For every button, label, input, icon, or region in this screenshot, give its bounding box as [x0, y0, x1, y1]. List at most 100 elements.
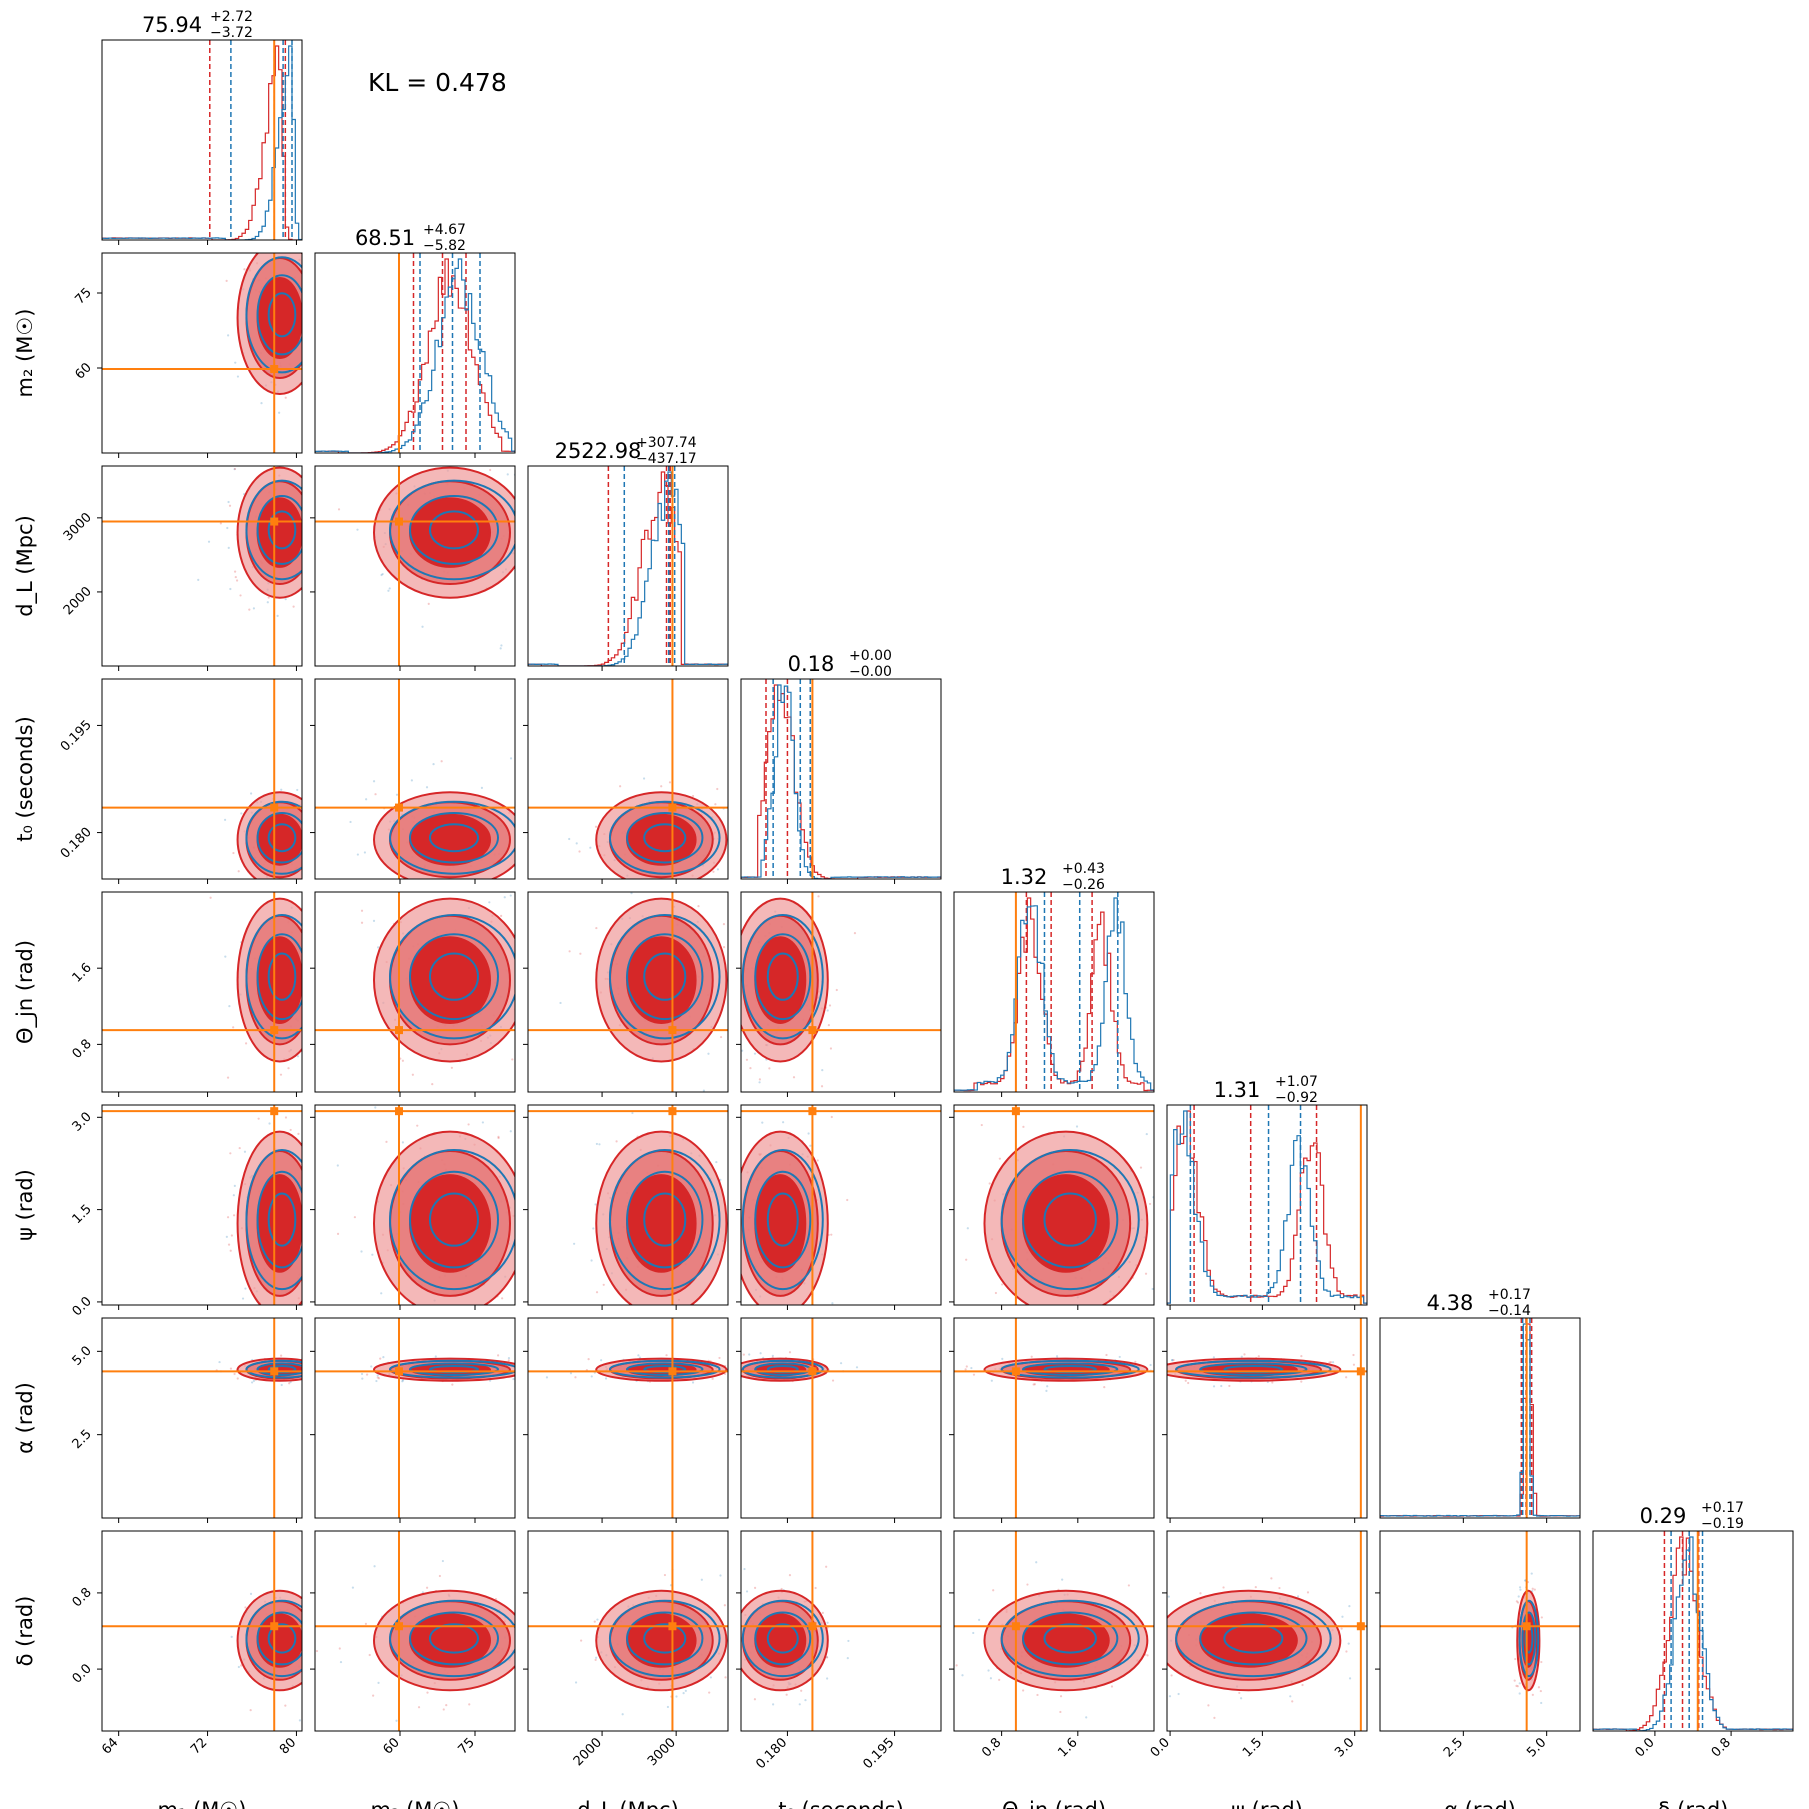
sample-point: [243, 268, 246, 271]
contour-line-b: [267, 1192, 297, 1247]
contour-line-b: [1043, 1623, 1097, 1654]
x-axis-label-2: d_L (Mpc): [577, 1798, 679, 1809]
sample-point: [349, 883, 351, 885]
sample-point: [831, 1302, 834, 1305]
sample-point: [234, 575, 237, 579]
sample-point: [337, 508, 341, 511]
sample-point: [257, 1335, 259, 1337]
sample-point: [237, 1665, 240, 1669]
sample-point: [826, 1621, 829, 1624]
contour-line-b: [409, 1362, 499, 1376]
sample-point: [497, 1136, 500, 1140]
sample-point: [309, 985, 311, 987]
panel-frame: [953, 1104, 1155, 1306]
panel-content: [739, 1531, 941, 1731]
sample-point: [535, 1127, 537, 1129]
sample-point: [753, 1052, 757, 1055]
sample-point: [1059, 1710, 1062, 1714]
sample-point: [316, 1056, 318, 1058]
sample-point: [1139, 1166, 1143, 1169]
sample-point: [488, 901, 491, 904]
sample-point: [305, 1011, 307, 1013]
sample-point: [788, 1351, 792, 1354]
histogram-b: [741, 684, 941, 879]
sample-point: [1257, 1355, 1260, 1358]
histogram-a: [1380, 1323, 1580, 1518]
sample-point: [496, 882, 498, 884]
contour-line-b: [389, 1149, 515, 1291]
contour-line-b: [267, 1623, 297, 1654]
histogram-a: [1167, 1110, 1367, 1305]
marginal-upper-error: +0.17: [1701, 1500, 1744, 1516]
sample-point: [1127, 1584, 1130, 1587]
sample-point: [320, 1372, 322, 1374]
sample-point: [252, 1379, 256, 1382]
sample-point: [729, 1128, 731, 1130]
sample-point: [555, 1152, 557, 1154]
sample-point: [1213, 1716, 1216, 1719]
x-tick-label: 2.5: [1441, 1735, 1466, 1760]
sample-point: [240, 1664, 243, 1667]
sample-point: [280, 1354, 283, 1357]
sample-point: [500, 644, 503, 647]
panel-content: [528, 466, 728, 666]
sample-point: [732, 984, 734, 986]
histogram-b: [954, 897, 1154, 1092]
sample-point: [809, 1144, 812, 1147]
sample-point: [594, 1658, 597, 1661]
sample-point: [1515, 1684, 1518, 1687]
panel-frame: [314, 465, 516, 667]
sample-point: [303, 580, 305, 582]
sample-point: [509, 1130, 512, 1133]
contour-line-b: [389, 913, 515, 1040]
sample-point: [978, 1618, 981, 1621]
sample-point: [298, 1719, 302, 1722]
sample-point: [722, 923, 726, 926]
sample-point: [1348, 1677, 1352, 1680]
panel-content: [315, 1083, 557, 1305]
sample-point: [1159, 1370, 1161, 1372]
marginal-upper-error: +0.17: [1488, 1287, 1531, 1303]
sample-point: [816, 1159, 819, 1162]
sample-point: [1352, 1363, 1356, 1366]
sample-point: [780, 1587, 783, 1591]
sample-point: [466, 1083, 468, 1085]
sample-point: [1270, 1577, 1273, 1580]
sample-point: [266, 241, 268, 243]
sample-point: [1240, 1355, 1243, 1358]
sample-point: [737, 1636, 739, 1638]
sample-point: [287, 1067, 290, 1070]
truth-marker: [1011, 1107, 1020, 1116]
sample-point: [303, 280, 305, 282]
sample-point: [356, 853, 359, 856]
sample-point: [619, 785, 622, 788]
panel-frame: [101, 252, 303, 454]
sample-point: [637, 1354, 640, 1357]
marginal-title: 1.31: [1214, 1078, 1261, 1102]
sample-point: [307, 300, 309, 302]
sample-point: [325, 1652, 327, 1654]
sample-point: [691, 901, 693, 903]
sample-point: [739, 1662, 741, 1664]
sample-point: [519, 590, 521, 592]
sample-point: [309, 1214, 311, 1216]
sample-point: [256, 1323, 258, 1325]
sample-point: [401, 1380, 404, 1383]
x-tick-label: 2000: [571, 1735, 605, 1769]
sample-point: [434, 1355, 437, 1358]
sample-point: [315, 1149, 317, 1151]
sample-point: [322, 1641, 324, 1643]
panel-frame: [740, 678, 942, 880]
panel-content: [315, 1318, 515, 1518]
sample-point: [501, 1297, 504, 1300]
panel-content: [741, 679, 941, 879]
panel-frame: [953, 891, 1155, 1093]
sample-point: [1022, 1125, 1025, 1128]
sample-point: [522, 1269, 524, 1271]
sample-point: [209, 896, 212, 899]
sample-point: [785, 1693, 788, 1696]
panel-content: [1593, 1531, 1793, 1731]
contour-line-b: [245, 1359, 302, 1379]
sample-point: [376, 1374, 379, 1377]
sample-point: [955, 1664, 958, 1667]
